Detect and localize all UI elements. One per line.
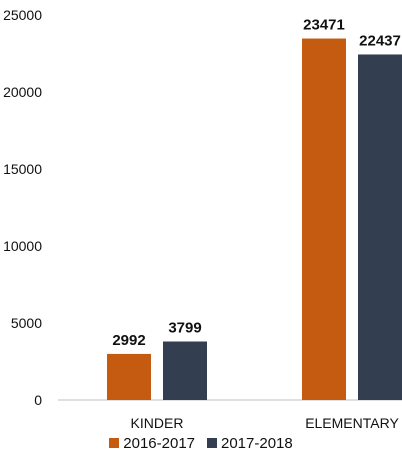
data-label: 22437 [359, 32, 401, 49]
x-tick-label-kinder: KINDER [131, 415, 184, 431]
bar-elementary-2017-2018 [358, 54, 402, 400]
legend: 2016-2017 2017-2018 [0, 432, 402, 454]
legend-label-2017-2018: 2017-2018 [221, 434, 293, 452]
legend-swatch-2017-2018 [207, 438, 217, 448]
y-tick-label: 15000 [3, 161, 42, 177]
y-tick-label: 5000 [11, 315, 42, 331]
y-tick-label: 25000 [3, 7, 42, 23]
y-tick-label: 10000 [3, 238, 42, 254]
x-tick-label-elementary: ELEMENTARY [305, 415, 399, 431]
legend-label-2016-2017: 2016-2017 [123, 434, 195, 452]
data-label: 2992 [112, 332, 145, 349]
data-label: 23471 [303, 17, 345, 34]
data-label: 3799 [168, 319, 201, 336]
y-tick-label: 20000 [3, 84, 42, 100]
legend-swatch-2016-2017 [109, 438, 120, 448]
bar-kinder-2016-2017 [107, 353, 151, 400]
bar-elementary-2016-2017 [302, 38, 346, 400]
y-tick-label: 0 [34, 392, 42, 408]
legend-item-2017-2018: 2017-2018 [207, 435, 293, 452]
bar-kinder-2017-2018 [163, 341, 207, 400]
legend-item-2016-2017: 2016-2017 [109, 435, 195, 452]
